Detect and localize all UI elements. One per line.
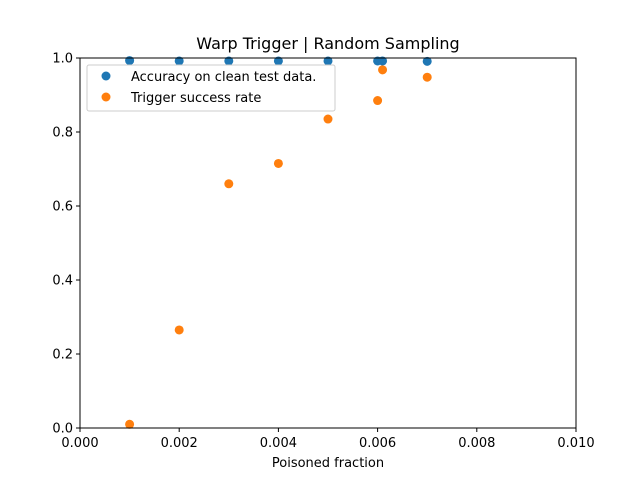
plot-frame (79, 57, 577, 429)
y-tick-label: 0.6 (52, 200, 73, 215)
x-tick-label: 0.004 (260, 436, 297, 451)
series-1-point (422, 72, 432, 82)
series-1-point (378, 65, 388, 75)
series-1-point (373, 96, 383, 106)
y-tick-label: 0.2 (52, 348, 73, 363)
plot-area (125, 56, 432, 429)
x-axis: 0.000 0.002 0.004 0.006 0.008 0.010 (61, 428, 595, 451)
y-tick-label: 1.0 (52, 52, 73, 67)
x-axis-label: Poisoned fraction (272, 456, 384, 471)
series-0-point (378, 56, 388, 66)
y-tick-label: 0.4 (52, 274, 73, 289)
series-1-point (323, 114, 333, 124)
series-0-point (422, 56, 432, 66)
series-0-point (224, 56, 234, 66)
series-0-point (273, 56, 283, 66)
legend-entry-label: Accuracy on clean test data. (131, 70, 316, 85)
legend-box (86, 64, 336, 112)
y-tick-label: 0.0 (52, 422, 73, 437)
x-tick-label: 0.002 (161, 436, 198, 451)
series-0-point (174, 56, 184, 66)
series-1-point (174, 325, 184, 335)
series-1-point (273, 158, 283, 168)
legend-marker (101, 71, 111, 81)
series-1-point (224, 179, 234, 189)
series-1-point (125, 419, 135, 429)
legend-entry-label: Trigger success rate (130, 91, 261, 106)
x-tick-label: 0.008 (458, 436, 495, 451)
y-axis: 0.0 0.2 0.4 0.6 0.8 1.0 (52, 52, 80, 437)
series-0-point (125, 56, 135, 66)
x-tick-label: 0.000 (61, 436, 98, 451)
chart-title: Warp Trigger | Random Sampling (196, 34, 459, 53)
legend-marker (101, 92, 111, 102)
x-tick-label: 0.006 (359, 436, 396, 451)
legend: Accuracy on clean test data. Trigger succ… (86, 64, 336, 112)
series-0-point (323, 56, 333, 66)
y-tick-label: 0.8 (52, 126, 73, 141)
x-tick-label: 0.010 (557, 436, 594, 451)
